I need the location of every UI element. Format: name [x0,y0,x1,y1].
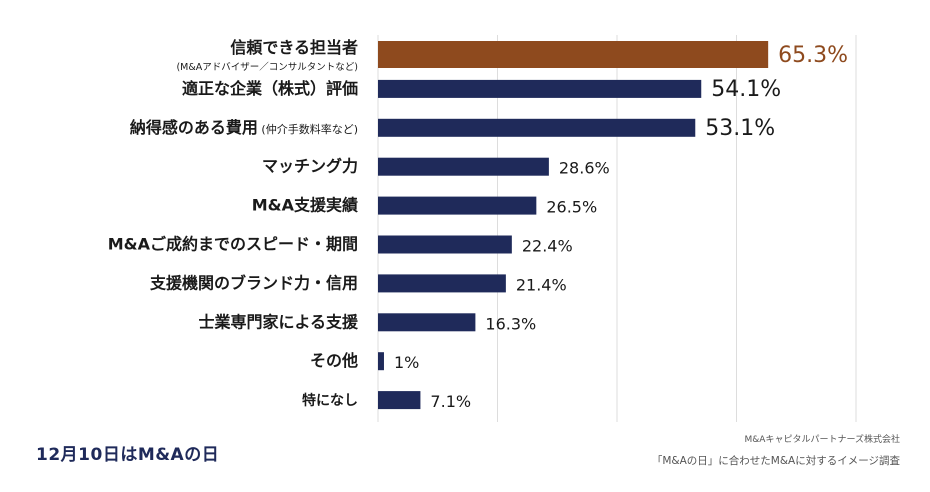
value-label: 22.4% [522,237,573,256]
category-label: 信頼できる担当者 [230,38,358,57]
bar [378,157,549,176]
bar [378,118,696,137]
category-label: 特になし [302,392,358,409]
value-label: 21.4% [516,275,567,294]
bar [378,196,537,215]
category-sublabel: (M&Aアドバイザー／コンサルタントなど) [176,62,358,73]
bar [378,79,702,98]
category-label: その他 [310,351,358,370]
category-label: 支援機関のブランド力・信用 [149,273,358,292]
bar [378,235,512,254]
category-label: マッチング力 [262,157,358,176]
bar [378,41,769,68]
bar [378,352,384,371]
category-label: 適正な企業（株式）評価 [182,79,358,98]
category-label: 納得感のある費用 (仲介手数料率など) [130,118,358,137]
bar [378,274,506,293]
value-label: 16.3% [485,314,536,333]
footer-survey: 「M&Aの日」に合わせたM&Aに対するイメージ調査 [651,455,900,467]
category-label: M&A支援実績 [252,196,358,215]
footer-right: M&Aキャピタルパートナーズ株式会社 「M&Aの日」に合わせたM&Aに対するイメ… [652,432,900,468]
value-label: 26.5% [546,198,597,217]
bar [378,391,421,410]
value-label: 28.6% [559,159,610,178]
category-label: M&Aご成約までのスピード・期間 [108,235,358,254]
value-label: 53.1% [705,116,775,141]
value-label: 7.1% [430,392,471,411]
footer-company: M&Aキャピタルパートナーズ株式会社 [744,435,901,445]
value-label: 1% [394,353,419,372]
bar [378,313,476,332]
bar-chart: 信頼できる担当者 (M&Aアドバイザー／コンサルタントなど) 65.3% 適正な企業（… [108,35,857,422]
value-label: 65.3% [778,43,848,68]
value-label: 54.1% [711,77,781,102]
category-note: (仲介手数料率など) [258,122,358,136]
category-label: 士業専門家による支援 [198,312,359,331]
footer-left-title: 12月10日はM&Aの日 [36,445,220,465]
